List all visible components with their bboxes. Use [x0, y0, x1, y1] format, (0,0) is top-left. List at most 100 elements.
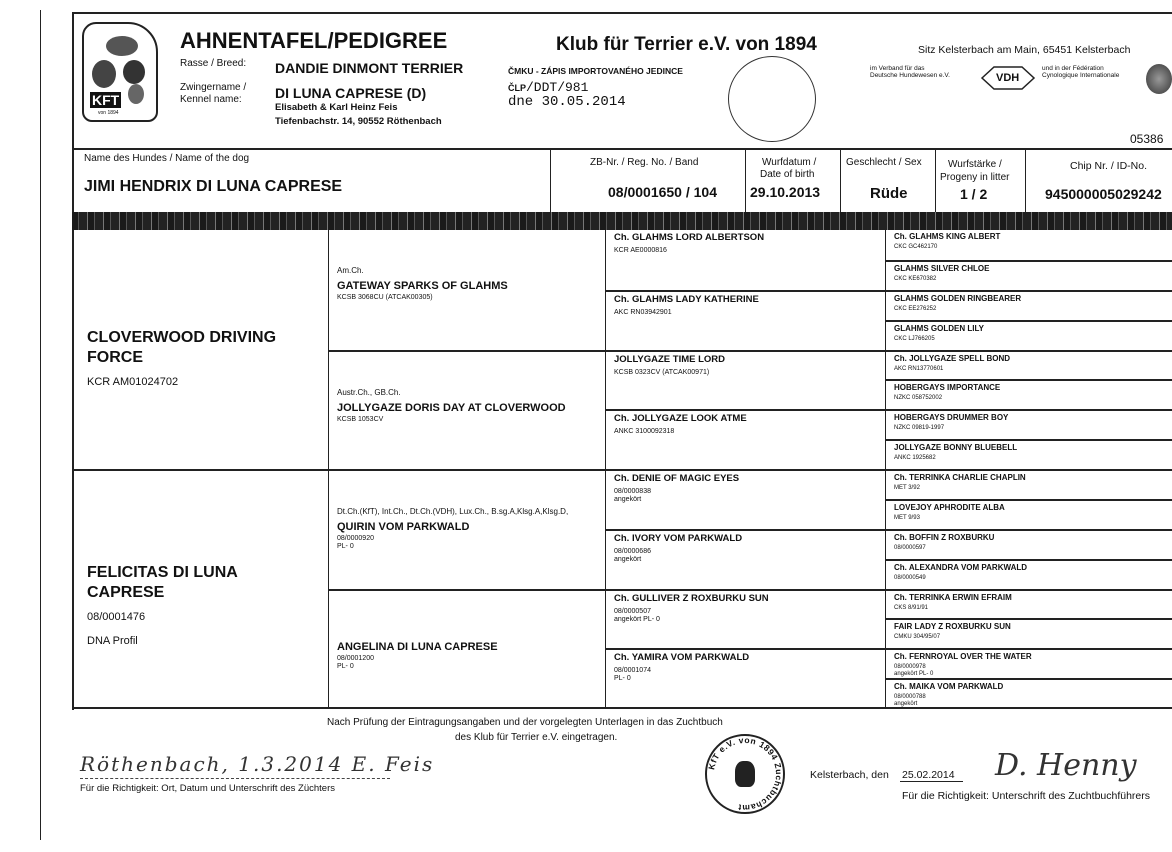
- pedigree-cell-great-great-grandparents: Ch. TERRINKA ERWIN EFRAIM CKS 8/91/91: [885, 588, 1172, 619]
- fci-globe-icon: [1146, 64, 1172, 94]
- dog-name: GLAHMS SILVER CHLOE: [894, 263, 990, 273]
- pedigree-cell-grandparents: ANGELINA DI LUNA CAPRESE 08/0001200 PL- 0: [328, 588, 605, 708]
- dog-name: Ch. GLAHMS KING ALBERT: [894, 232, 1001, 241]
- left-margin-line: [40, 10, 41, 840]
- vdh-text-2: Deutsche Hundewesen e.V.: [870, 72, 950, 79]
- vdh-logo: VDH: [980, 65, 1036, 91]
- chip-value: 945000005029242: [1045, 186, 1162, 202]
- dog-name: Ch. DENIE OF MAGIC EYES: [614, 473, 740, 484]
- divider: [935, 148, 936, 212]
- dog-name: Ch. GULLIVER Z ROXBURKU SUN: [614, 592, 769, 604]
- place-label: Kelsterbach, den: [810, 769, 889, 781]
- vdh-logo-text: VDH: [996, 72, 1020, 84]
- dna-profile-note: DNA Profil: [87, 635, 138, 647]
- divider: [550, 148, 551, 212]
- pedigree-cell-great-great-grandparents: FAIR LADY Z ROXBURKU SUN CMKU 304/95/07: [885, 618, 1172, 649]
- owner-name: Elisabeth & Karl Heinz Feis: [275, 102, 398, 113]
- registration-number: 08/0001200 PL- 0: [337, 654, 374, 670]
- breed-value: DANDIE DINMONT TERRIER: [275, 60, 464, 76]
- registration-number: CKC GC462170: [894, 244, 938, 250]
- registration-number: 08/0000507 angekört PL- 0: [614, 607, 660, 623]
- kft-logo: KFT von 1894: [82, 22, 158, 122]
- dog-name: QUIRIN VOM PARKWALD: [337, 521, 470, 533]
- breeder-caption: Für die Richtigkeit: Ort, Datum und Unte…: [80, 783, 336, 794]
- pedigree-cell-great-great-grandparents: Ch. TERRINKA CHARLIE CHAPLIN MET 3/92: [885, 469, 1172, 499]
- registration-date: 25.02.2014: [900, 769, 963, 782]
- dog-name: JIMI HENDRIX DI LUNA CAPRESE: [84, 178, 343, 195]
- dog-name: Ch. JOLLYGAZE SPELL BOND: [894, 353, 1011, 363]
- registration-number: 08/0000838 angekört: [614, 488, 651, 503]
- dob-label-1: Wurfdatum /: [762, 157, 817, 168]
- registration-number: AKC RN03942901: [614, 308, 672, 316]
- pedigree-cell-parents: FELICITAS DI LUNA CAPRESE 08/0001476 DNA P…: [72, 469, 328, 708]
- registration-number: 08/0000597: [894, 544, 926, 551]
- dog-row-top-line: [72, 148, 1172, 150]
- pedigree-cell-great-great-grandparents: LOVEJOY APHRODITE ALBA MET 9/93: [885, 498, 1172, 529]
- pedigree-cell-great-great-grandparents: Ch. GLAHMS KING ALBERT CKC GC462170: [885, 230, 1172, 260]
- dog-name: FAIR LADY Z ROXBURKU SUN: [894, 622, 1011, 632]
- club-name: Klub für Terrier e.V. von 1894: [556, 34, 817, 55]
- sex-label: Geschlecht / Sex: [846, 157, 922, 168]
- pedigree-cell-great-grandparents: Ch. GLAHMS LORD ALBERTSON KCR AE0000816: [605, 230, 885, 290]
- registration-number: 08/0000788 angekört: [894, 694, 926, 708]
- dog-titles: Am.Ch.: [337, 266, 364, 275]
- dob-value: 29.10.2013: [750, 184, 821, 200]
- dog-name: JOLLYGAZE BONNY BLUEBELL: [894, 443, 1018, 453]
- kennel-label-1: Zwingername /: [180, 82, 247, 93]
- dog-titles: Austr.Ch., GB.Ch.: [337, 387, 401, 397]
- pedigree-cell-great-grandparents: Ch. JOLLYGAZE LOOK ATME ANKC 3100092318: [605, 409, 885, 469]
- registrar-caption: Für die Richtigkeit: Unterschrift des Zu…: [902, 790, 1151, 802]
- pedigree-cell-great-great-grandparents: GLAHMS GOLDEN RINGBEARER CKC EE276252: [885, 289, 1172, 320]
- clp-value: /DDT/981: [526, 80, 589, 95]
- dog-name: Ch. GLAHMS LADY KATHERINE: [614, 293, 759, 305]
- dog-name: HOBERGAYS IMPORTANCE: [894, 383, 1001, 393]
- chip-label: Chip Nr. / ID-No.: [1070, 160, 1148, 172]
- dog-name: ANGELINA DI LUNA CAPRESE: [337, 640, 498, 653]
- registration-number: 08/0000686 angekört: [614, 547, 651, 563]
- registration-number: KCSB 3068CU (ATCAK00305): [337, 294, 433, 301]
- dog-name-label: Name des Hundes / Name of the dog: [84, 153, 250, 164]
- dog-name: Ch. FERNROYAL OVER THE WATER: [894, 652, 1032, 662]
- czech-stamp-icon: [728, 56, 816, 142]
- registration-number: CKS 8/91/91: [894, 604, 929, 611]
- dog-name: GLAHMS GOLDEN RINGBEARER: [894, 293, 1022, 303]
- dog-name: JOLLYGAZE DORIS DAY AT CLOVERWOOD: [337, 401, 566, 414]
- sex-value: Rüde: [870, 185, 908, 202]
- dob-label-2: Date of birth: [760, 169, 815, 180]
- dog-name: Ch. ALEXANDRA VOM PARKWALD: [894, 562, 1028, 572]
- pedigree-cell-great-great-grandparents: Ch. ALEXANDRA VOM PARKWALD 08/0000549: [885, 558, 1172, 589]
- logo-text: KFT: [90, 92, 122, 108]
- pedigree-cell-great-great-grandparents: GLAHMS SILVER CHLOE CKC KE670382: [885, 259, 1172, 290]
- registration-number: 08/0000978 angekört PL- 0: [894, 664, 934, 678]
- dog-name: FELICITAS DI LUNA CAPRESE: [87, 564, 238, 601]
- kennel-label-2: Kennel name:: [180, 94, 242, 105]
- pedigree-cell-great-great-grandparents: GLAHMS GOLDEN LILY CKC LJ766205: [885, 319, 1172, 350]
- litter-value: 1 / 2: [960, 186, 988, 202]
- registration-number: ANKC 3100092318: [614, 428, 675, 436]
- reg-value: 08/0001650 / 104: [608, 184, 717, 200]
- pedigree-cell-great-great-grandparents: HOBERGAYS IMPORTANCE NZKC 058752002: [885, 379, 1172, 410]
- registration-number: MET 3/92: [894, 485, 920, 491]
- pedigree-cell-great-grandparents: Ch. GULLIVER Z ROXBURKU SUN 08/0000507 an…: [605, 588, 885, 649]
- fci-text-2: Cynologique Internationale: [1042, 72, 1120, 79]
- pedigree-cell-great-great-grandparents: Ch. FERNROYAL OVER THE WATER 08/0000978 a…: [885, 648, 1172, 679]
- separator-band: [72, 212, 1172, 230]
- divider: [745, 148, 746, 212]
- pedigree-cell-great-great-grandparents: Ch. BOFFIN Z ROXBURKU 08/0000597: [885, 528, 1172, 559]
- dog-name: CLOVERWOOD DRIVING FORCE: [87, 329, 277, 366]
- certification-line-1: Nach Prüfung der Eintragungsangaben und …: [327, 717, 723, 728]
- registration-number: KCR AE0000816: [614, 247, 667, 254]
- breeder-signature-line: [80, 778, 390, 779]
- pedigree-cell-great-great-grandparents: Ch. MAIKA VOM PARKWALD 08/0000788 angekör…: [885, 678, 1172, 708]
- pedigree-cell-great-grandparents: Ch. YAMIRA VOM PARKWALD 08/0001074 PL- 0: [605, 648, 885, 708]
- dog-name: Ch. IVORY VOM PARKWALD: [614, 532, 743, 544]
- pedigree-cell-great-grandparents: Ch. DENIE OF MAGIC EYES 08/0000838 angekö…: [605, 469, 885, 529]
- dog-name: GATEWAY SPARKS OF GLAHMS: [337, 280, 508, 292]
- dog-name: HOBERGAYS DRUMMER BOY: [894, 413, 1009, 423]
- registration-number: CKC EE276252: [894, 305, 937, 312]
- czech-import-label: ČMKU - ZÁPIS IMPORTOVANÉHO JEDINCE: [508, 66, 683, 76]
- clp-prefix: ČLP: [508, 83, 526, 93]
- dog-name: LOVEJOY APHRODITE ALBA: [894, 502, 1005, 512]
- litter-label-1: Wurfstärke /: [948, 159, 1002, 170]
- dog-name: Ch. TERRINKA CHARLIE CHAPLIN: [894, 473, 1026, 482]
